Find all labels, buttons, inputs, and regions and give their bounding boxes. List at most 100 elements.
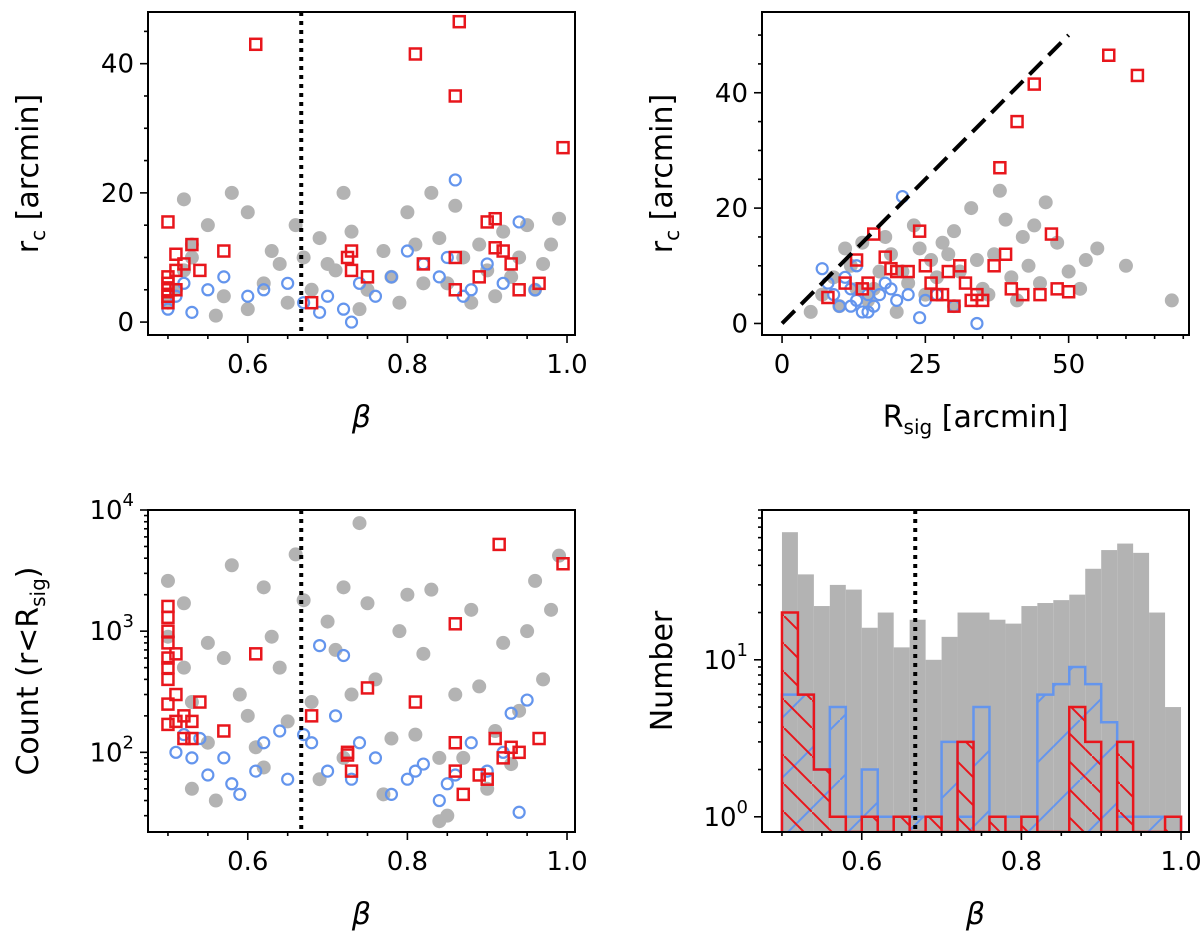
gray-point	[416, 276, 431, 291]
x-axis-label: β	[351, 897, 371, 932]
y-axis-label-main: Count (r<R	[11, 607, 46, 776]
red-point	[304, 709, 319, 723]
gray-point	[969, 253, 984, 268]
y-axis-label-main: r	[11, 240, 46, 253]
gray-point	[184, 781, 199, 796]
red-point	[452, 14, 467, 29]
blue-point	[177, 728, 191, 742]
blue-point	[884, 282, 898, 296]
blue-point	[440, 250, 454, 265]
blue-bar-hatch	[829, 707, 846, 832]
y-axis-label-rest: [arcmin]	[645, 94, 680, 230]
blue-point	[432, 270, 446, 284]
gray-point	[1004, 270, 1019, 285]
x-axis-label-text: β	[965, 897, 985, 932]
red-bar-hatch	[797, 694, 814, 832]
red-point	[448, 617, 463, 631]
gray-point	[376, 244, 391, 259]
blue-point	[225, 777, 239, 791]
x-axis-label-text: β	[351, 897, 371, 932]
red-point	[161, 717, 175, 732]
x-axis-label-text: β	[351, 400, 371, 435]
y-tick-label: 40	[715, 79, 748, 109]
red-point	[849, 253, 864, 267]
gray-point	[544, 237, 559, 252]
x-tick-label: 1.0	[546, 350, 587, 380]
y-axis-label-main: r	[645, 240, 680, 253]
blue-point	[281, 276, 295, 290]
red-point	[532, 731, 546, 746]
y-axis-label: Number	[645, 610, 680, 731]
blue-point	[320, 289, 335, 303]
blue-bar-hatch	[1149, 816, 1166, 832]
one-to-one-line	[780, 33, 1071, 325]
red-point	[448, 89, 463, 103]
gray-point	[1164, 293, 1179, 308]
gray-point	[264, 244, 279, 259]
gray-bar	[909, 619, 926, 832]
blue-point	[297, 728, 311, 742]
red-point	[217, 724, 231, 738]
blue-point	[440, 777, 454, 791]
gray-point	[408, 727, 423, 742]
tick-exponent: 0	[737, 797, 748, 818]
gray-point	[272, 256, 287, 271]
gray-point	[288, 547, 303, 562]
red-point	[340, 748, 355, 762]
axes-frame	[761, 11, 1190, 336]
tick-base: 10	[703, 646, 736, 676]
gray-point	[456, 750, 471, 765]
blue-point	[512, 805, 526, 819]
red-point	[1130, 68, 1145, 83]
red-point	[360, 270, 375, 284]
blue-point	[312, 305, 327, 319]
tick-base: 10	[89, 738, 122, 768]
x-tick-label: 50	[1052, 350, 1085, 380]
gray-point	[424, 582, 439, 597]
red-point	[532, 276, 546, 291]
red-point	[185, 714, 199, 729]
x-tick-label: 0	[774, 350, 791, 380]
gray-point	[536, 256, 551, 271]
red-point	[161, 599, 175, 614]
blue-point	[480, 257, 494, 271]
gray-point	[232, 687, 247, 702]
blue-point	[336, 302, 351, 316]
y-tick-label: 40	[101, 50, 134, 80]
blue-point	[368, 289, 383, 303]
y-axis-label-sub: c	[660, 230, 684, 241]
gray-point	[488, 723, 503, 738]
red-point	[1004, 282, 1019, 296]
blue-point	[344, 315, 359, 329]
gray-point	[552, 211, 567, 226]
red-point	[1102, 48, 1116, 63]
gray-point	[448, 198, 463, 213]
gray-point	[344, 687, 359, 702]
y-axis-label-text: Number	[645, 610, 680, 731]
red-point	[1044, 227, 1059, 241]
blue-bar-hatch	[1053, 684, 1070, 832]
red-bar-hatch	[829, 816, 846, 832]
gray-point	[344, 224, 359, 239]
red-point	[177, 731, 191, 746]
y-tick-label: 0	[117, 308, 134, 338]
red-point	[161, 651, 175, 665]
y-axis-label-sub: c	[26, 230, 50, 241]
y-tick-label: 0	[731, 309, 748, 339]
red-point	[488, 731, 502, 746]
red-bar-hatch	[957, 741, 974, 832]
blue-point	[448, 173, 462, 187]
red-point	[838, 276, 852, 290]
blue-point	[480, 764, 494, 778]
blue-point	[913, 311, 927, 325]
x-tick-label: 25	[909, 350, 942, 380]
gray-point	[264, 629, 279, 644]
tick-exponent: 1	[737, 640, 748, 661]
red-point	[987, 259, 1001, 273]
gray-point	[472, 679, 487, 694]
red-point	[177, 257, 191, 271]
red-point	[193, 695, 207, 709]
blue-point	[281, 772, 295, 786]
